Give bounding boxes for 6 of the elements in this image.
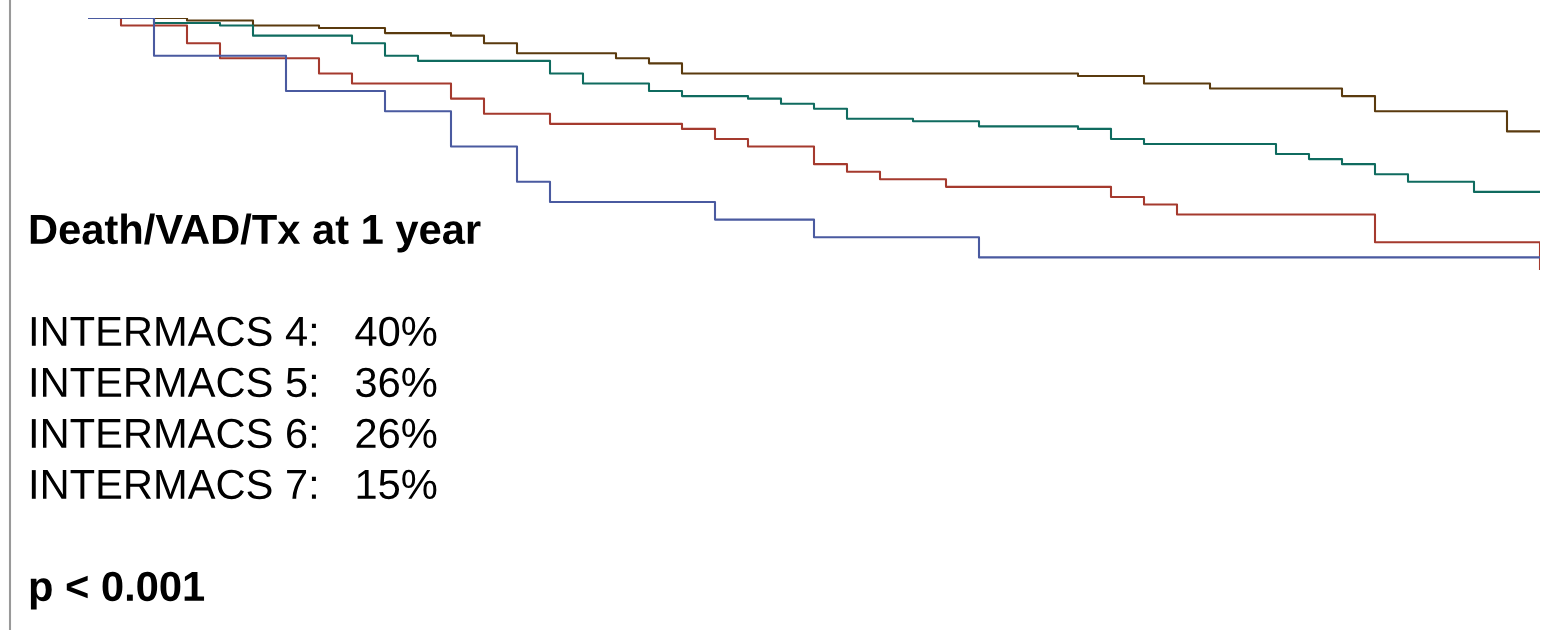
- text: p < 0.001: [30, 571, 205, 610]
- text: INTERMACS 5: 36%: [31, 367, 437, 398]
- text: INTERMACS 6: 26%: [31, 418, 437, 449]
- annotation: Death/VAD/Tx at 1 year: [30, 213, 481, 253]
- text: INTERMACS 4: 40%: [31, 316, 437, 347]
- text: INTERMACS 7: 15%: [31, 469, 437, 500]
